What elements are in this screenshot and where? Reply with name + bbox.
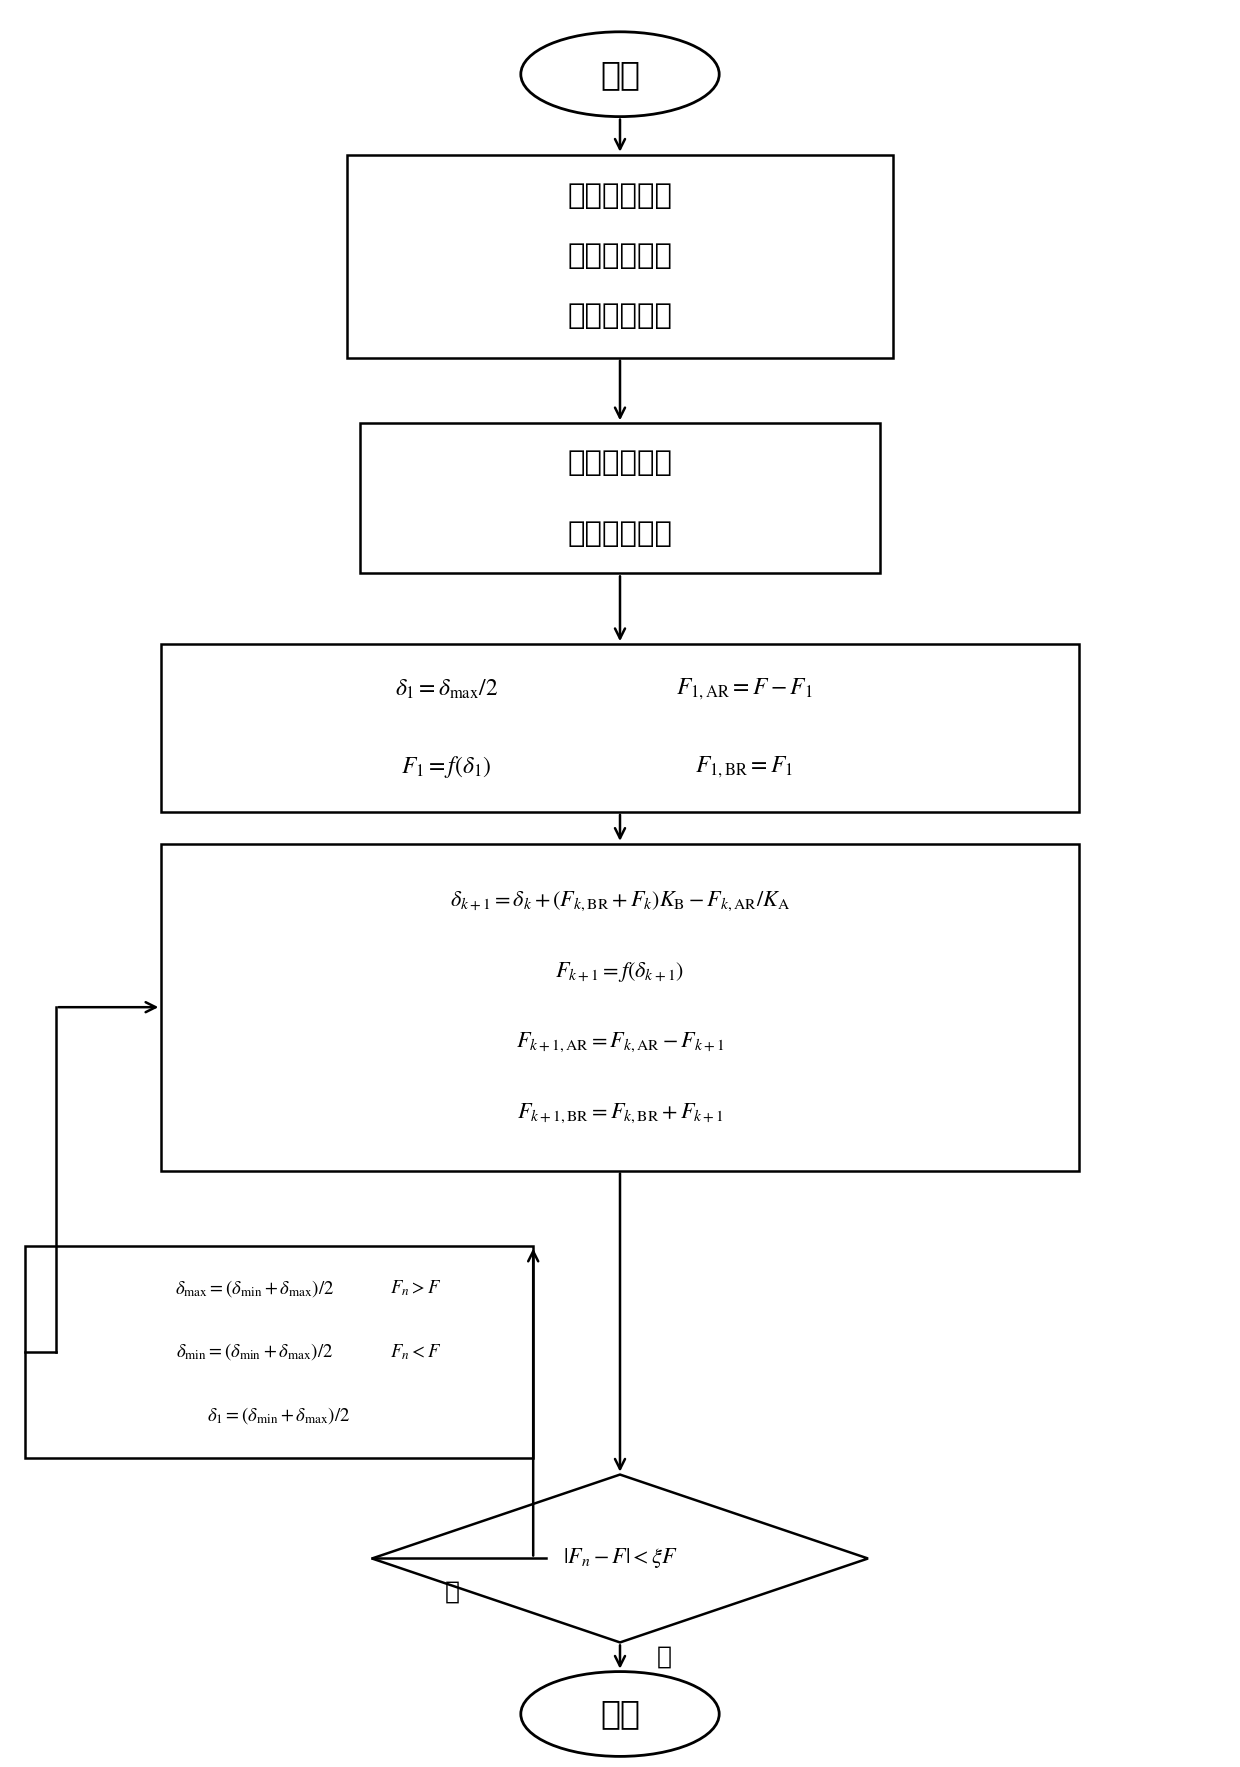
- Text: $\delta_1 = (\delta_{\min} + \delta_{\max})/2$: $\delta_1 = (\delta_{\min} + \delta_{\ma…: [207, 1405, 351, 1426]
- Bar: [25, 1246, 533, 1458]
- Text: $\delta_{\min} = (\delta_{\min} + \delta_{\max})/2$: $\delta_{\min} = (\delta_{\min} + \delta…: [176, 1341, 332, 1362]
- Text: 和拧紧力矩的: 和拧紧力矩的: [568, 242, 672, 270]
- Text: 是: 是: [657, 1645, 672, 1670]
- Text: $F_{k+1} = f(\delta_{k+1})$: $F_{k+1} = f(\delta_{k+1})$: [556, 959, 684, 984]
- Bar: [161, 645, 1079, 813]
- Text: $F_1 = f(\delta_1)$: $F_1 = f(\delta_1)$: [402, 755, 491, 779]
- Text: $F_{k+1,\mathrm{AR}} = F_{k,\mathrm{AR}} - F_{k+1}$: $F_{k+1,\mathrm{AR}} = F_{k,\mathrm{AR}}…: [516, 1030, 724, 1055]
- Text: 开始: 开始: [600, 58, 640, 90]
- Bar: [360, 424, 880, 574]
- Text: 模型中各参数: 模型中各参数: [568, 519, 672, 548]
- Text: 螺栓刚度模型: 螺栓刚度模型: [568, 302, 672, 330]
- Text: $\delta_{k+1} = \delta_k + (F_{k,\mathrm{BR}} + F_k)K_{\mathrm{B}} - F_{k,\mathr: $\delta_{k+1} = \delta_k + (F_{k,\mathrm…: [450, 889, 790, 914]
- Text: $\delta_{\max} = (\delta_{\min} + \delta_{\max})/2$: $\delta_{\max} = (\delta_{\min} + \delta…: [175, 1278, 334, 1299]
- Text: 结束: 结束: [600, 1698, 640, 1730]
- Text: 测量计算刚度: 测量计算刚度: [568, 449, 672, 477]
- Text: $F_n < F$: $F_n < F$: [389, 1341, 441, 1362]
- Bar: [161, 845, 1079, 1172]
- Text: $F_{1,\mathrm{AR}} = F - F_1$: $F_{1,\mathrm{AR}} = F - F_1$: [676, 677, 812, 701]
- Bar: [347, 155, 893, 357]
- Text: 否: 否: [445, 1580, 460, 1604]
- Text: $\delta_1 = \delta_{\max} / 2$: $\delta_1 = \delta_{\max} / 2$: [394, 677, 498, 701]
- Text: $|F_n - F| < \xi F$: $|F_n - F| < \xi F$: [563, 1546, 677, 1571]
- Text: $F_{k+1,\mathrm{BR}} = F_{k,\mathrm{BR}} + F_{k+1}$: $F_{k+1,\mathrm{BR}} = F_{k,\mathrm{BR}}…: [517, 1101, 723, 1126]
- Text: $F_n > F$: $F_n > F$: [389, 1278, 441, 1299]
- Text: $F_{1,\mathrm{BR}} = F_1$: $F_{1,\mathrm{BR}} = F_1$: [694, 755, 794, 779]
- Text: 建立考虑间隙: 建立考虑间隙: [568, 182, 672, 210]
